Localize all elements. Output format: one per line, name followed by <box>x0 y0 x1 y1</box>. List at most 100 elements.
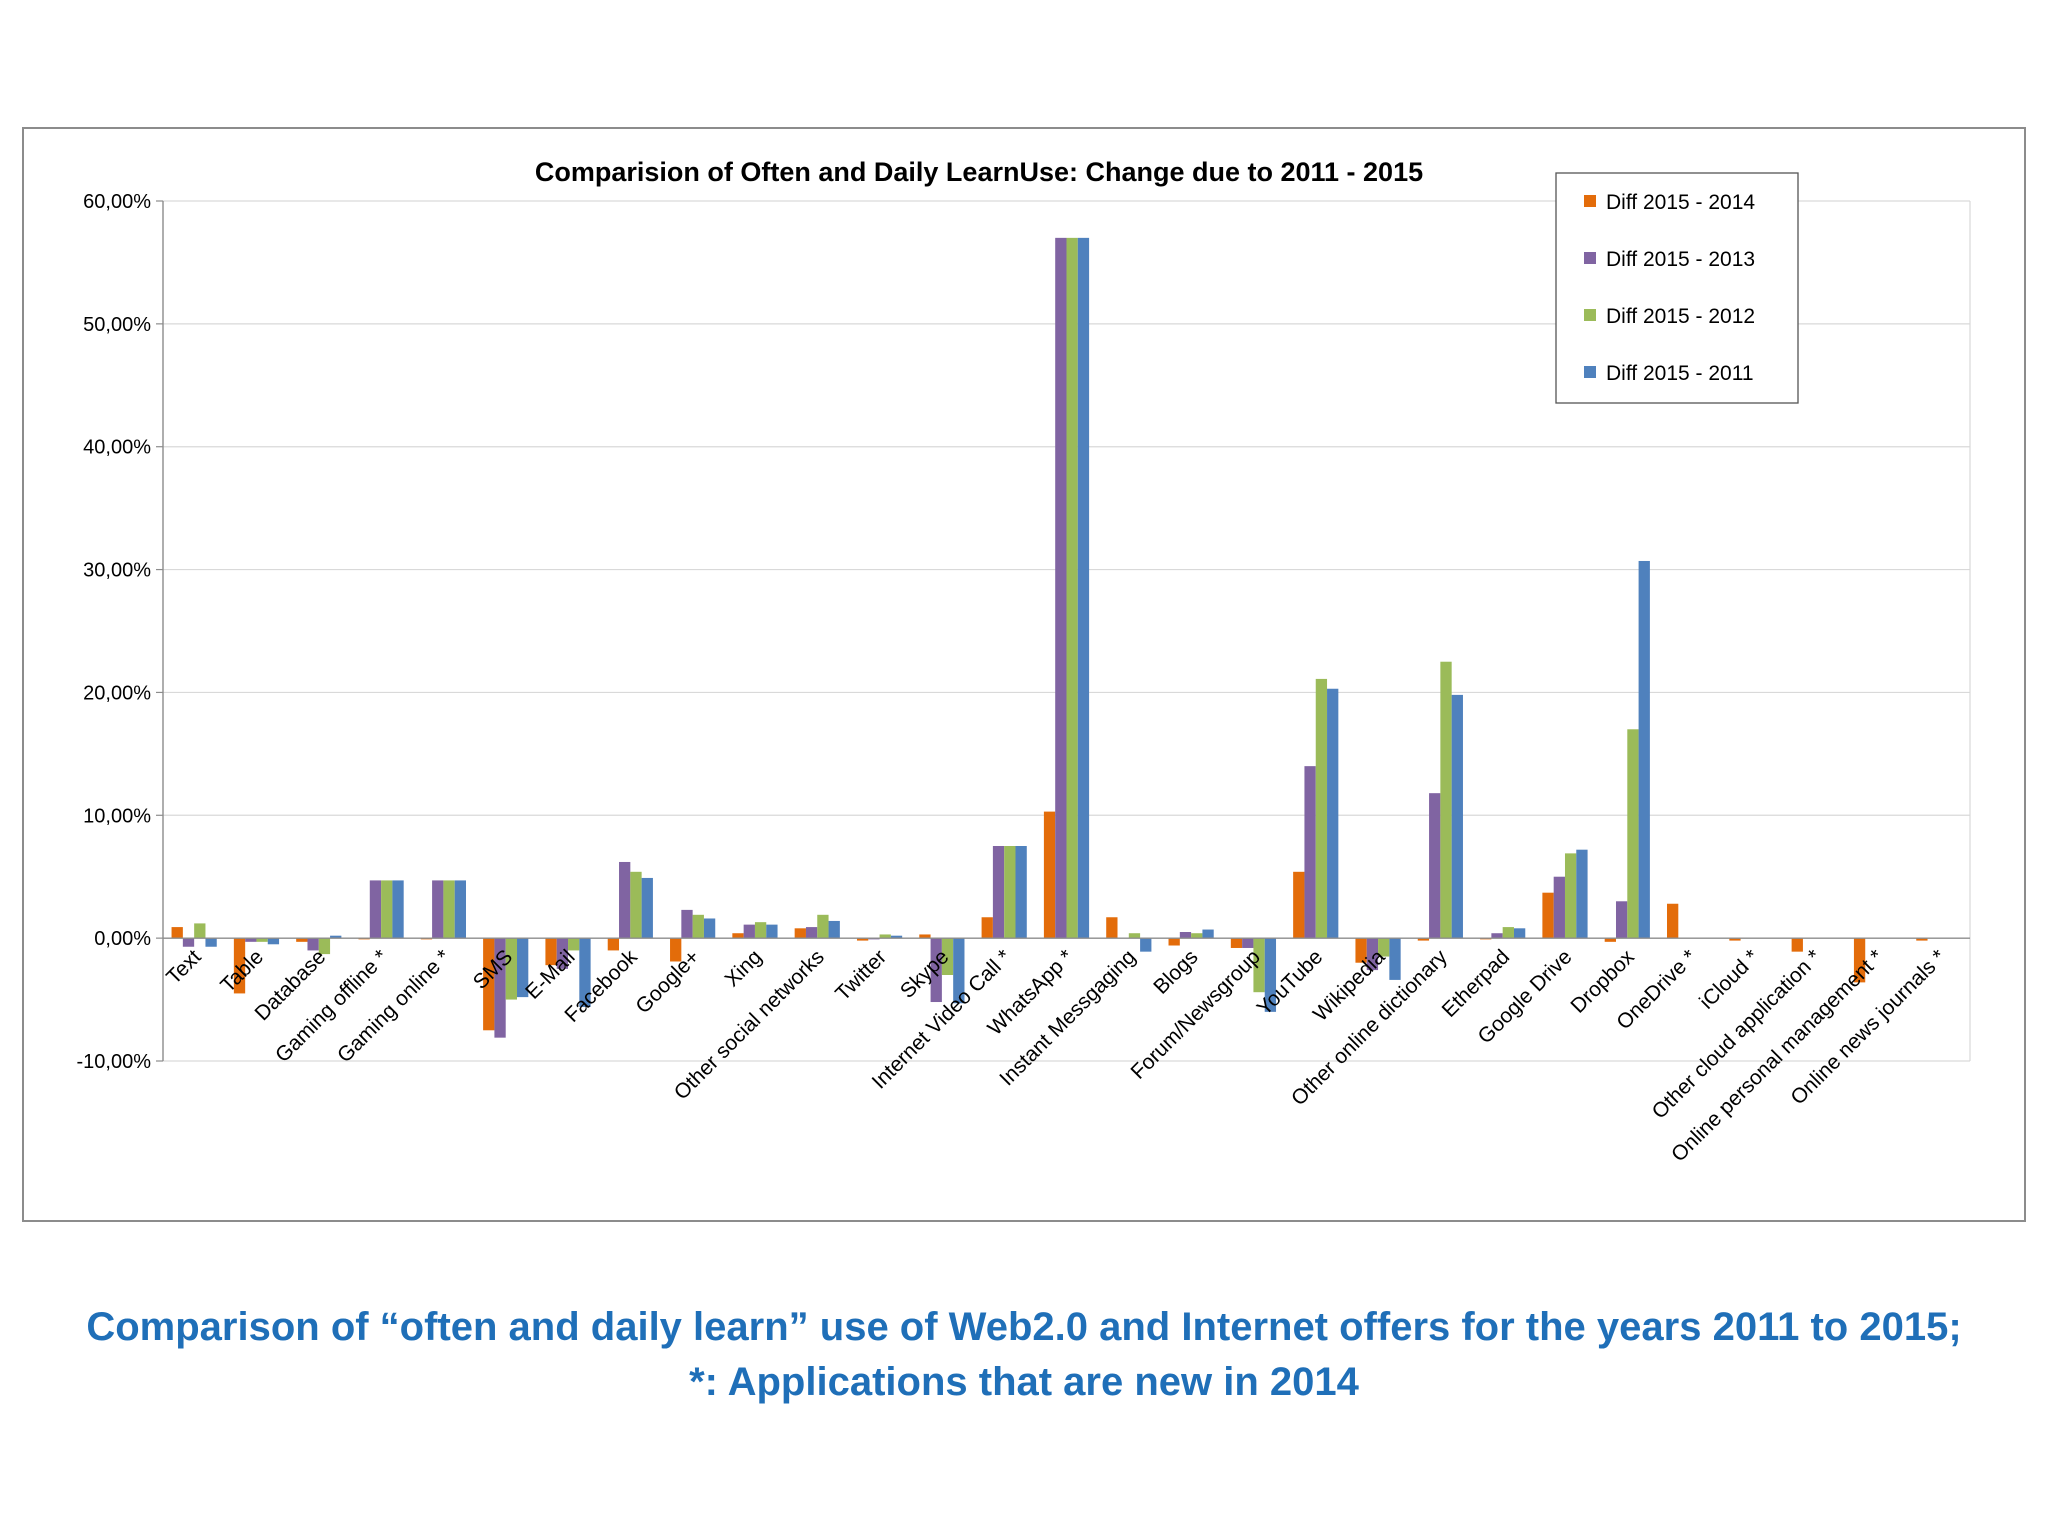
legend-swatch <box>1584 195 1596 207</box>
legend-swatch <box>1584 309 1596 321</box>
bar <box>1077 237 1090 939</box>
bar <box>670 938 682 962</box>
bar <box>1451 694 1463 939</box>
bar <box>1366 938 1379 971</box>
bar <box>828 920 840 939</box>
bar <box>182 938 195 947</box>
bar <box>1389 938 1401 980</box>
bar <box>233 938 246 994</box>
x-tick-label: Blogs <box>1149 945 1202 998</box>
bar <box>1293 871 1305 939</box>
bar <box>1417 938 1430 941</box>
bar <box>556 938 569 969</box>
bar <box>856 938 869 941</box>
bar <box>1429 793 1441 939</box>
bar <box>641 877 653 939</box>
y-tick-label: 20,00% <box>83 682 151 704</box>
figure-caption-line-2: *: Applications that are new in 2014 <box>689 1360 1359 1404</box>
bar <box>941 938 954 975</box>
bar <box>1140 938 1152 952</box>
bar <box>505 938 518 1000</box>
bar <box>1264 938 1277 1012</box>
bar <box>1004 846 1016 939</box>
bar <box>992 846 1005 939</box>
x-tick-label: Text <box>162 945 206 989</box>
bar <box>1638 560 1650 939</box>
bar <box>494 938 506 1038</box>
bar <box>607 938 620 951</box>
figure-caption-line-1: Comparison of “often and daily learn” us… <box>86 1305 1962 1349</box>
bar <box>1440 661 1452 939</box>
bar <box>545 938 557 966</box>
bar <box>930 938 942 1003</box>
bar <box>1513 928 1526 939</box>
bar <box>307 938 319 951</box>
bar <box>568 938 580 951</box>
bar <box>1242 938 1254 948</box>
bar <box>1853 938 1866 983</box>
bar <box>1015 846 1027 939</box>
bar <box>1615 901 1628 939</box>
y-tick-label: 10,00% <box>83 805 151 827</box>
bar <box>330 935 342 939</box>
bar <box>483 938 495 1031</box>
bar-chart: -10,00% 0,00% 10,00% 20,00% 30,00% 40,00% 50,0… <box>77 157 1971 1166</box>
bar <box>817 914 829 939</box>
x-tick-label: Xing <box>720 945 766 991</box>
bar <box>630 871 642 939</box>
bar <box>1253 938 1265 993</box>
bar <box>1491 933 1503 939</box>
y-tick-labels: -10,00% 0,00% 10,00% 20,00% 30,00% 40,00% 50,0… <box>77 191 152 1073</box>
bar <box>432 880 444 939</box>
bar <box>517 938 529 998</box>
bar <box>1791 938 1803 952</box>
bar <box>1378 938 1390 957</box>
bar <box>1553 876 1565 939</box>
bar <box>1327 688 1339 939</box>
bar <box>890 935 903 939</box>
x-tick-label: Gaming offline * <box>271 945 393 1067</box>
bar <box>381 880 393 939</box>
legend: Diff 2015 - 2014 Diff 2015 - 2013 Diff 201… <box>1555 172 1799 404</box>
bar <box>318 938 331 955</box>
axes <box>162 201 1970 1061</box>
legend-swatch <box>1584 366 1596 378</box>
bar <box>1604 938 1616 942</box>
x-tick-label: Twitter <box>831 945 891 1005</box>
bar <box>703 918 716 939</box>
legend-label: Diff 2015 - 2011 <box>1606 362 1754 385</box>
y-tick-label: 60,00% <box>83 191 151 213</box>
y-tick-label: -10,00% <box>77 1051 152 1073</box>
bar <box>879 934 891 939</box>
y-tick-label: 0,00% <box>94 928 151 950</box>
bar <box>1128 933 1141 939</box>
bars <box>171 237 1928 1038</box>
bar <box>1168 938 1180 946</box>
bar <box>443 880 455 939</box>
legend-label: Diff 2015 - 2013 <box>1606 248 1755 271</box>
bar <box>1729 938 1741 941</box>
bar <box>681 909 693 939</box>
bar <box>981 917 993 939</box>
bar <box>805 927 818 939</box>
bar <box>256 938 268 942</box>
bar <box>1304 766 1316 939</box>
chart-frame: -10,00% 0,00% 10,00% 20,00% 30,00% 40,00% 50,0… <box>22 127 2026 1222</box>
bar <box>1542 892 1554 939</box>
bar <box>1315 678 1328 939</box>
bar <box>194 923 206 939</box>
bar <box>205 938 217 947</box>
bar <box>919 934 931 939</box>
bar <box>619 861 631 939</box>
bar <box>754 922 767 939</box>
bar <box>1667 903 1679 939</box>
legend-label: Diff 2015 - 2014 <box>1606 191 1755 214</box>
bar <box>953 938 965 1004</box>
bar <box>454 880 466 939</box>
bar <box>1179 932 1192 939</box>
chart-title: Comparision of Often and Daily LearnUse:… <box>535 157 1423 187</box>
x-tick-label: Google+ <box>631 945 704 1018</box>
bar <box>1564 853 1577 939</box>
bar <box>1627 729 1639 939</box>
legend-box <box>1555 172 1799 404</box>
